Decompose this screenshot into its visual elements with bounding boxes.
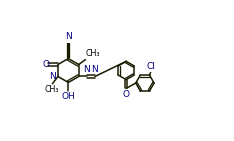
Text: N: N <box>84 65 90 74</box>
Text: CH₃: CH₃ <box>86 49 100 58</box>
Text: O: O <box>43 60 50 69</box>
Text: O: O <box>123 90 130 99</box>
Text: N: N <box>49 72 56 81</box>
Text: N: N <box>65 32 72 41</box>
Text: OH: OH <box>62 92 75 101</box>
Text: CH₃: CH₃ <box>45 85 59 94</box>
Text: N: N <box>91 65 98 74</box>
Text: Cl: Cl <box>146 62 155 71</box>
